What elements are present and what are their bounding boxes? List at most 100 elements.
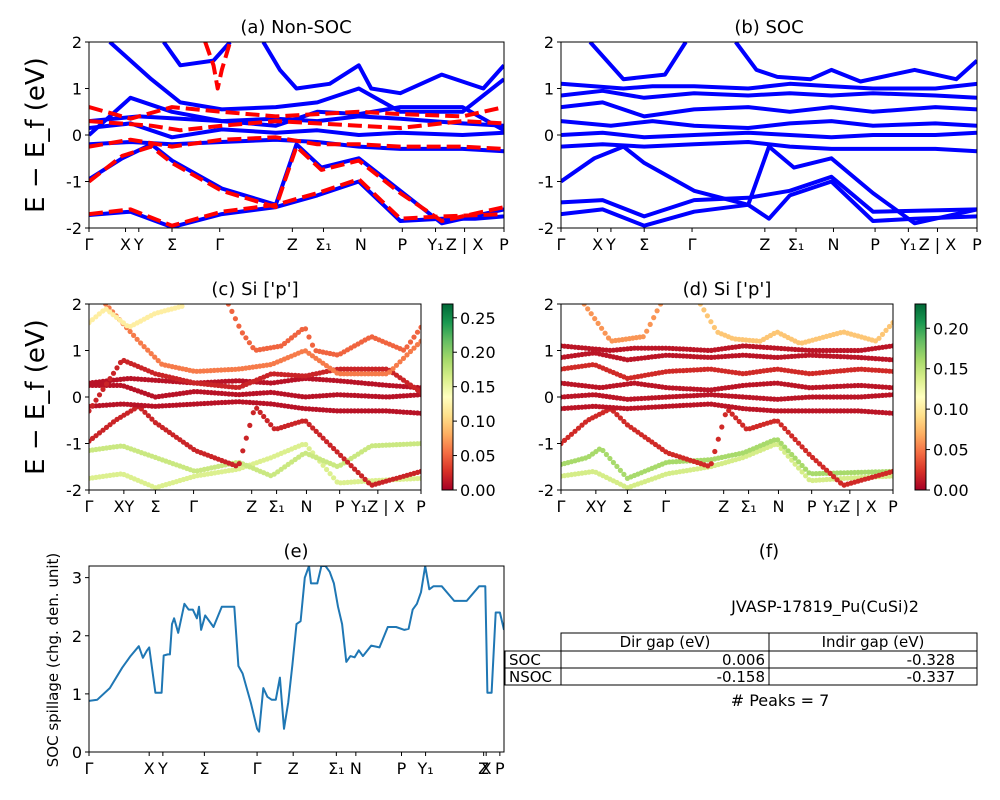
panel-d-colorbar	[914, 303, 927, 491]
band-point	[407, 348, 414, 355]
panel-d-colorbar-ticks: 0.00 0.05 0.10 0.15 0.20	[926, 319, 969, 500]
ytick-label: 1	[544, 80, 554, 99]
xtick-label: Σ₁	[328, 759, 345, 778]
band-line-solid	[561, 130, 977, 140]
band-point	[803, 473, 809, 479]
band-point	[890, 473, 893, 479]
band-point	[418, 468, 421, 474]
xtick-label: N	[772, 497, 784, 516]
xtick-label: X	[592, 235, 603, 254]
band-point	[113, 314, 120, 320]
band-point	[247, 422, 253, 428]
band-point	[320, 462, 326, 468]
gap-table-row-label: NSOC	[509, 668, 552, 686]
band-point	[617, 467, 624, 473]
ytick-label: 0	[544, 388, 554, 407]
band-point	[306, 334, 312, 340]
xtick-label: P	[495, 759, 505, 778]
gap-table-cell: -0.158	[717, 668, 765, 686]
ytick-label: 2	[544, 33, 554, 52]
band-point	[803, 466, 809, 472]
xtick-label: N	[350, 759, 362, 778]
band-point	[890, 368, 893, 374]
band-point	[810, 454, 816, 461]
band-point	[352, 466, 358, 472]
band-point	[575, 425, 582, 431]
gap-table-cell: -0.328	[907, 651, 955, 669]
xtick-label: Γ	[215, 235, 224, 254]
ytick-label: -2	[538, 219, 554, 238]
band-point	[733, 415, 739, 421]
xtick-label: N	[827, 235, 839, 254]
panel-e-ylabel: SOC spillage (chg. den. unit)	[44, 553, 62, 768]
band-point	[93, 433, 99, 439]
band-point	[376, 371, 382, 377]
colorbar-tick-label: 0.25	[460, 309, 496, 328]
xtick-label: Σ	[639, 235, 649, 254]
band-point	[155, 358, 161, 364]
band-point	[400, 355, 407, 361]
band-point	[324, 439, 330, 445]
band-point	[782, 425, 788, 432]
ytick-label: -2	[66, 481, 82, 500]
band-point	[647, 321, 653, 327]
band-point	[588, 311, 594, 317]
xtick-label: Σ	[167, 235, 177, 254]
band-point	[736, 418, 742, 425]
band-point	[775, 437, 781, 443]
panel-c-colorbar	[441, 303, 454, 491]
band-point	[310, 425, 316, 431]
band-point	[331, 475, 337, 481]
band-ylabel-middle: E − E_f (eV)	[21, 319, 51, 475]
band-point	[796, 440, 802, 446]
band-point	[799, 444, 805, 450]
panel-d-yticks: -2 -1 0 1 2	[538, 295, 561, 500]
panel-f-peaks: # Peaks = 7	[731, 691, 830, 710]
ytick-label: -1	[66, 435, 82, 454]
band-line-dashed	[203, 42, 233, 91]
band-point	[886, 323, 893, 330]
ytick-label: 2	[544, 295, 554, 314]
colorbar-tick-label: 0.05	[933, 441, 969, 460]
xtick-label: Z	[478, 759, 489, 778]
xtick-label: Σ₁	[268, 497, 285, 516]
band-point	[813, 458, 819, 464]
ytick-label: 0	[72, 388, 82, 407]
band-point	[96, 392, 103, 398]
band-point	[592, 316, 598, 322]
band-point	[225, 304, 231, 307]
xtick-label: Z | X	[919, 235, 957, 254]
panel-c-xticks: Γ XY Σ Γ Z Σ₁ N P Y₁Z | X P	[85, 490, 426, 516]
band-point	[792, 455, 798, 461]
band-point	[785, 429, 791, 435]
band-point	[103, 306, 109, 312]
band-ylabel-top: E − E_f (eV)	[21, 57, 51, 213]
band-point	[141, 344, 147, 350]
band-line-solid	[108, 42, 504, 114]
band-line-solid	[162, 42, 232, 68]
xtick-label: Γ	[189, 497, 198, 516]
band-point	[138, 406, 144, 412]
band-line-dashed	[89, 177, 504, 228]
band-point	[704, 313, 711, 319]
xtick-label: Γ	[85, 497, 94, 516]
xtick-label: Γ	[557, 235, 566, 254]
xtick-label: Z	[718, 497, 729, 516]
band-point	[303, 441, 309, 448]
xtick-label: XY	[113, 497, 134, 516]
band-point	[320, 435, 326, 441]
band-point	[179, 304, 185, 309]
xtick-label: Y	[605, 235, 616, 254]
band-point	[131, 332, 137, 338]
band-point	[152, 354, 158, 360]
panel-a-title: (a) Non-SOC	[240, 17, 351, 38]
band-point	[288, 335, 295, 341]
band-line-solid	[561, 119, 977, 130]
panel-d-xticks: Γ XY Σ Γ Z Σ₁ N P Y₁Z | X P	[557, 490, 898, 516]
band-point	[418, 440, 421, 447]
band-point	[715, 436, 721, 442]
band-point	[138, 340, 144, 346]
gap-table-row-label: SOC	[509, 651, 541, 669]
band-point	[831, 474, 837, 480]
band-line-solid	[561, 100, 977, 119]
